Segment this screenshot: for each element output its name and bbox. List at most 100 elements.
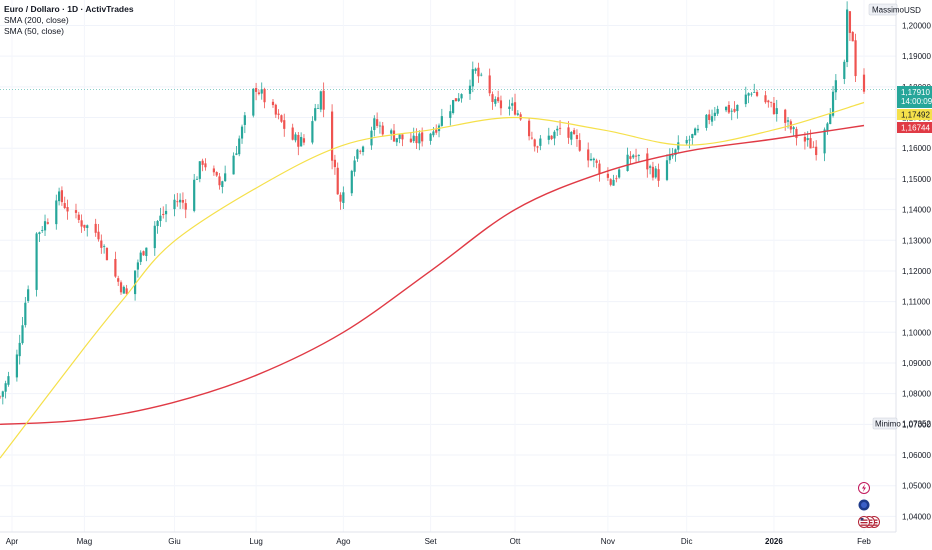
candle[interactable] xyxy=(66,199,69,220)
candle[interactable] xyxy=(792,125,795,136)
candle[interactable] xyxy=(437,123,441,138)
candle[interactable] xyxy=(696,124,700,133)
candle[interactable] xyxy=(139,250,142,265)
candle[interactable] xyxy=(764,90,767,104)
candle[interactable] xyxy=(688,135,691,149)
candle[interactable] xyxy=(556,125,559,137)
candle[interactable] xyxy=(567,121,570,144)
candle[interactable] xyxy=(280,114,283,123)
candle[interactable] xyxy=(812,141,815,148)
sma200-line[interactable] xyxy=(0,124,865,425)
candle[interactable] xyxy=(618,167,621,179)
candle[interactable] xyxy=(224,165,227,182)
candle[interactable] xyxy=(578,133,581,152)
candle[interactable] xyxy=(260,82,263,100)
candle[interactable] xyxy=(846,1,849,68)
candle[interactable] xyxy=(145,247,148,262)
candle[interactable] xyxy=(41,226,44,233)
candle[interactable] xyxy=(395,138,398,147)
candle[interactable] xyxy=(252,88,255,118)
candle[interactable] xyxy=(570,131,573,146)
candle[interactable] xyxy=(18,334,21,365)
candle[interactable] xyxy=(685,136,688,145)
candle[interactable] xyxy=(730,108,733,121)
candle[interactable] xyxy=(35,232,38,297)
candle[interactable] xyxy=(449,104,452,126)
candle[interactable] xyxy=(508,99,511,116)
candle[interactable] xyxy=(319,90,322,113)
candle[interactable] xyxy=(491,91,494,110)
candle[interactable] xyxy=(471,61,474,93)
candle[interactable] xyxy=(376,112,379,129)
candle[interactable] xyxy=(519,112,522,121)
candle[interactable] xyxy=(311,116,314,145)
candle[interactable] xyxy=(74,203,78,219)
candle[interactable] xyxy=(86,224,89,237)
candle[interactable] xyxy=(117,275,120,286)
candle[interactable] xyxy=(181,192,185,209)
candle[interactable] xyxy=(657,163,660,187)
candle[interactable] xyxy=(232,152,235,175)
candle[interactable] xyxy=(468,79,472,100)
candle[interactable] xyxy=(533,138,536,152)
candle[interactable] xyxy=(750,92,753,97)
candle[interactable] xyxy=(322,82,325,118)
candle[interactable] xyxy=(612,174,615,186)
candle[interactable] xyxy=(550,135,553,141)
candle[interactable] xyxy=(573,127,576,135)
candle[interactable] xyxy=(300,132,303,147)
candle[interactable] xyxy=(179,193,182,210)
candle[interactable] xyxy=(316,104,320,109)
candle[interactable] xyxy=(854,33,857,83)
candle[interactable] xyxy=(38,231,41,242)
candle[interactable] xyxy=(592,157,595,168)
candle[interactable] xyxy=(474,67,477,74)
candle[interactable] xyxy=(339,192,342,210)
candle[interactable] xyxy=(418,130,421,151)
candle[interactable] xyxy=(654,165,657,179)
candle[interactable] xyxy=(587,142,590,168)
candle[interactable] xyxy=(176,192,179,207)
candle[interactable] xyxy=(634,148,638,164)
candle[interactable] xyxy=(193,173,196,213)
candle[interactable] xyxy=(851,31,854,42)
candle[interactable] xyxy=(15,349,18,382)
candle[interactable] xyxy=(27,285,30,303)
candle[interactable] xyxy=(198,161,201,183)
candle[interactable] xyxy=(204,158,207,171)
candle[interactable] xyxy=(359,149,362,155)
candle[interactable] xyxy=(668,148,671,164)
candle[interactable] xyxy=(651,161,655,181)
candle[interactable] xyxy=(100,234,103,254)
candle[interactable] xyxy=(843,59,846,85)
candle[interactable] xyxy=(499,95,503,116)
candle[interactable] xyxy=(103,244,106,254)
dividend-lightning-icon[interactable] xyxy=(858,482,870,494)
candle[interactable] xyxy=(629,151,632,165)
candle[interactable] xyxy=(775,99,778,122)
candle[interactable] xyxy=(733,101,736,113)
candle[interactable] xyxy=(755,89,759,98)
candles[interactable] xyxy=(0,1,866,405)
candle[interactable] xyxy=(862,68,866,94)
candle[interactable] xyxy=(159,207,162,227)
symbol-title[interactable]: Euro / Dollaro · 1D · ActivTrades xyxy=(4,4,134,14)
candle[interactable] xyxy=(114,251,117,278)
candle[interactable] xyxy=(302,134,306,146)
candle[interactable] xyxy=(350,169,353,197)
candle[interactable] xyxy=(63,196,66,210)
candle[interactable] xyxy=(353,156,356,177)
candle[interactable] xyxy=(277,109,280,120)
candle[interactable] xyxy=(291,123,294,141)
candle[interactable] xyxy=(815,140,818,161)
candle[interactable] xyxy=(452,99,455,115)
candle[interactable] xyxy=(398,134,401,144)
candle[interactable] xyxy=(153,221,156,256)
candle[interactable] xyxy=(330,104,334,170)
sma200-legend[interactable]: SMA (200, close) xyxy=(4,15,69,25)
candle[interactable] xyxy=(530,131,534,140)
candle[interactable] xyxy=(646,147,649,178)
candle[interactable] xyxy=(173,194,176,217)
candle[interactable] xyxy=(497,90,500,103)
